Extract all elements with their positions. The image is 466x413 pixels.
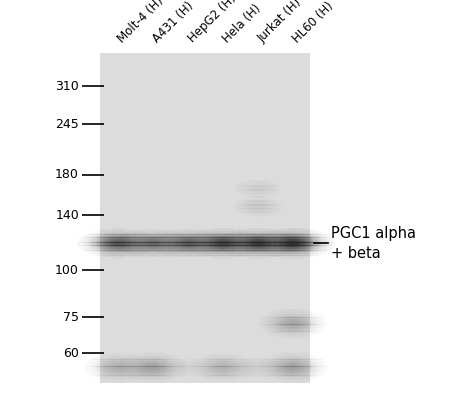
Text: 180: 180 <box>55 168 79 181</box>
Text: A431 (H): A431 (H) <box>151 0 197 45</box>
Text: 100: 100 <box>55 264 79 277</box>
Text: + beta: + beta <box>331 246 381 261</box>
Bar <box>100 53 310 383</box>
Text: 60: 60 <box>63 347 79 360</box>
Text: PGC1 alpha: PGC1 alpha <box>331 226 416 241</box>
Text: HL60 (H): HL60 (H) <box>290 0 336 45</box>
Text: Molt-4 (H): Molt-4 (H) <box>116 0 166 45</box>
Text: 75: 75 <box>63 311 79 323</box>
Text: 140: 140 <box>55 209 79 222</box>
Text: 245: 245 <box>55 118 79 131</box>
Text: Hela (H): Hela (H) <box>220 2 264 45</box>
Text: HepG2 (H): HepG2 (H) <box>185 0 239 45</box>
Text: 310: 310 <box>55 80 79 93</box>
Text: Jurkat (H): Jurkat (H) <box>255 0 304 45</box>
